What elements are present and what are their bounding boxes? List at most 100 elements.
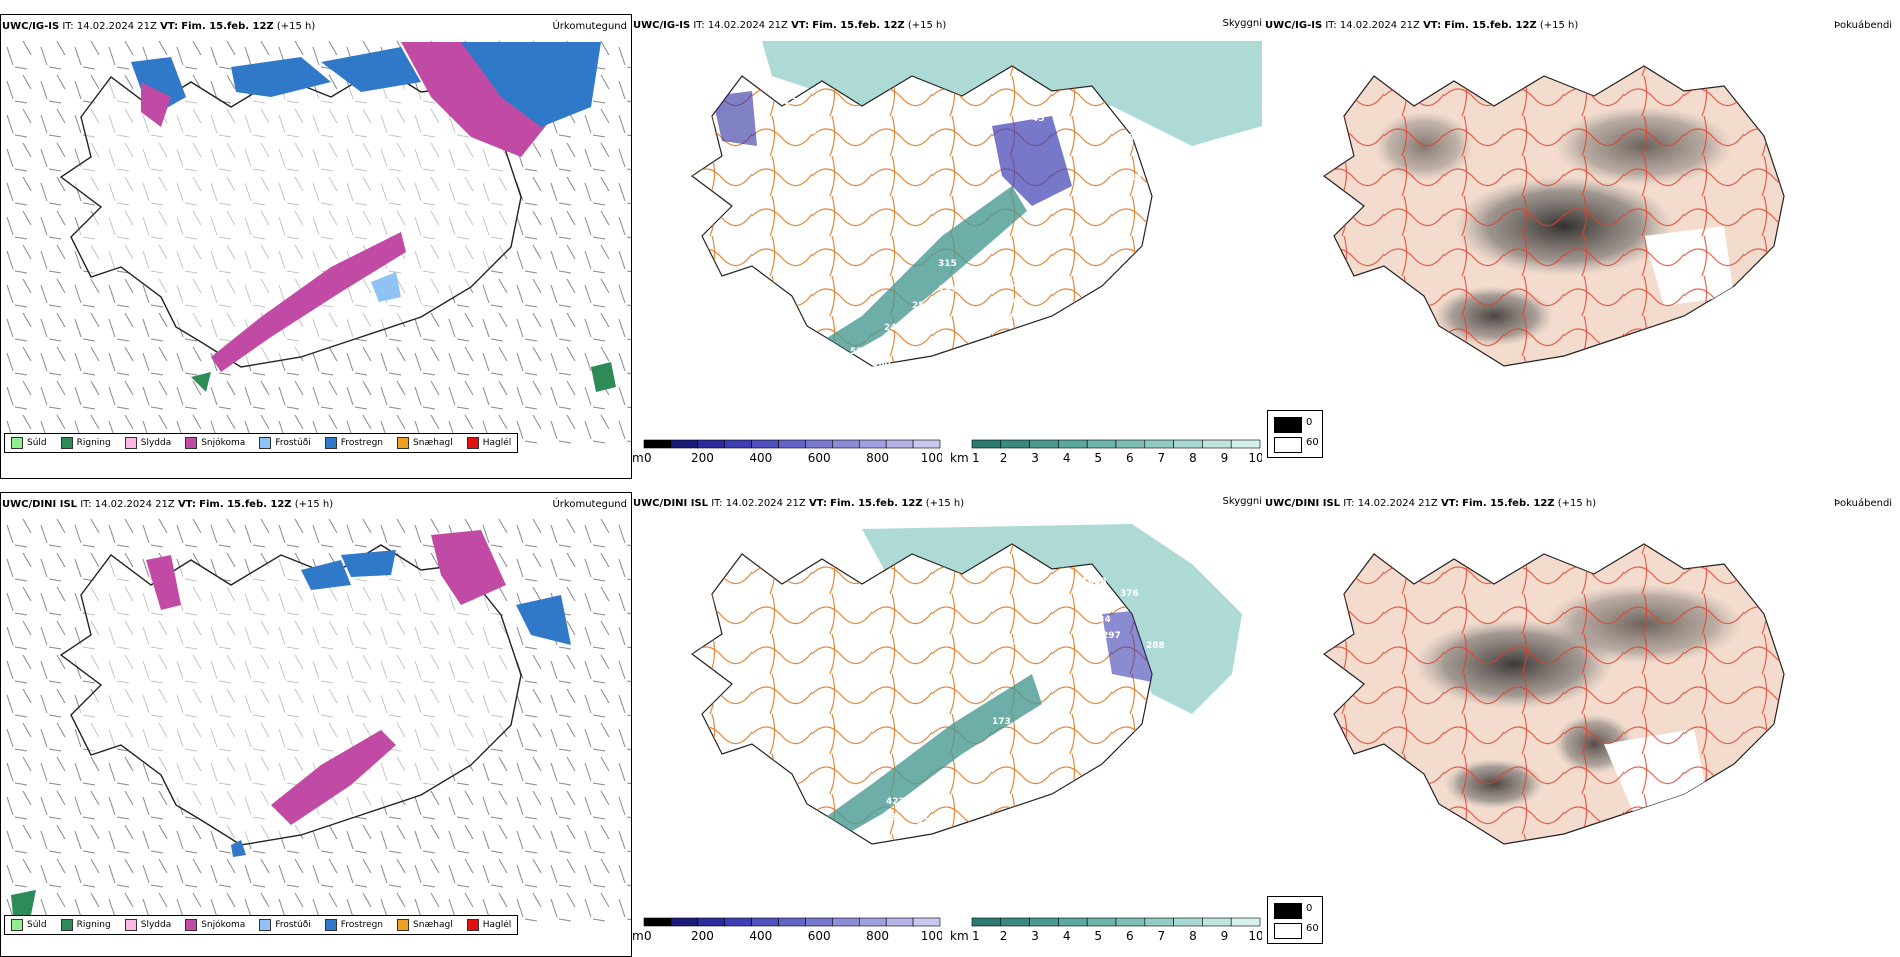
colorbar-tick: 8	[1189, 929, 1197, 943]
legend-item: Haglél	[466, 437, 511, 449]
vis-label: 176	[1040, 229, 1059, 239]
legend-swatch	[60, 919, 73, 931]
colorbar-bin	[885, 917, 914, 927]
legend-swatch	[397, 437, 410, 449]
colorbar-bin	[1115, 439, 1146, 449]
panel-vis-bottom: UWC/DINI ISL IT: 14.02.2024 21Z VT: Fim.…	[632, 492, 1264, 957]
colorbar-bin	[1058, 917, 1088, 927]
colorbar-unit: m	[632, 451, 644, 465]
colorbar-bin	[1058, 439, 1088, 449]
colorbar-bin	[697, 917, 726, 927]
colorbar-bin	[971, 917, 1002, 927]
precip-map	[1, 37, 631, 447]
precip-legend: Súld Rigning Slydda Snjókoma Frostúði Fr…	[4, 915, 519, 935]
vis-label: 87	[984, 671, 997, 681]
vis-label: 259	[912, 301, 931, 311]
visibility-map: 464 556 727 658 376 818 434 297 288 137 …	[691, 524, 1242, 845]
fog-legend-min: 0	[1306, 903, 1313, 914]
vis-label: 464	[808, 591, 827, 601]
legend-item: Slydda	[124, 437, 171, 449]
vis-label: 138	[784, 97, 803, 107]
vis-label: 145	[1006, 297, 1025, 307]
panel-vis-top: UWC/IG-IS IT: 14.02.2024 21Z VT: Fim. 15…	[632, 14, 1264, 479]
colorbar-unit: km	[950, 451, 969, 465]
legend-item: Súld	[11, 919, 47, 931]
legend-swatch	[324, 919, 337, 931]
colorbar-tick: 600	[808, 451, 831, 465]
colorbar-tick: 3	[1031, 929, 1039, 943]
legend-item: Rigning	[60, 919, 111, 931]
colorbar-bin	[805, 439, 833, 449]
colorbar-bin	[751, 917, 779, 927]
vis-label: 423	[886, 797, 905, 807]
colorbar-bin	[1230, 917, 1261, 927]
colorbar-svg: km 1 2 3 4 5 6 7 8 9 10	[950, 917, 1264, 943]
panel-header: UWC/IG-IS IT: 14.02.2024 21Z VT: Fim. 15…	[633, 20, 947, 31]
colorbar-bin	[1173, 439, 1203, 449]
colorbar-bin	[912, 439, 941, 449]
colorbar-bin	[1202, 439, 1232, 449]
legend-item: Snjókoma	[185, 919, 245, 931]
visibility-colorbar: km 1 2 3 4 5 6 7 8 9 10	[950, 916, 1264, 946]
colorbar-tick: 9	[1221, 929, 1229, 943]
legend-swatch	[397, 919, 410, 931]
vis-label: 762	[1097, 121, 1116, 131]
vis-label: 307	[1022, 247, 1041, 257]
panel-header: UWC/IG-IS IT: 14.02.2024 21Z VT: Fim. 15…	[2, 21, 316, 32]
colorbar-bin	[643, 917, 672, 927]
vis-label: 620	[916, 817, 935, 827]
colorbar-tick: 3	[1031, 451, 1039, 465]
colorbar-unit: km	[950, 929, 969, 943]
colorbar-bin	[858, 439, 887, 449]
colorbar-bin	[751, 439, 779, 449]
vis-label: 98	[884, 813, 897, 823]
fog-legend-min: 0	[1306, 417, 1313, 428]
vis-label: 140	[994, 313, 1013, 323]
vis-label: 201	[1094, 169, 1113, 179]
colorbar-bin	[1115, 917, 1146, 927]
legend-swatch	[259, 437, 272, 449]
colorbar-tick: 1	[972, 451, 980, 465]
colorbar-tick: 7	[1158, 451, 1166, 465]
colorbar-tick: 10	[1248, 451, 1262, 465]
legend-item: Frostúði	[259, 919, 311, 931]
colorbar-tick: 10	[1248, 929, 1262, 943]
colorbar-tick: 5	[1094, 929, 1102, 943]
vis-label: 859	[798, 127, 817, 137]
legend-item: Snæhagl	[397, 437, 453, 449]
panel-header: UWC/DINI ISL IT: 14.02.2024 21Z VT: Fim.…	[633, 498, 965, 509]
vis-label: 139	[938, 285, 957, 295]
colorbar-tick: 7	[1158, 929, 1166, 943]
colorbar-bin	[832, 917, 860, 927]
vis-label: 658	[1088, 577, 1107, 587]
colorbar-tick: 1000	[921, 451, 942, 465]
colorbar-svg: km 1 2 3 4 5 6 7 8 9 10	[950, 439, 1264, 465]
colorbar-tick: 400	[749, 451, 772, 465]
colorbar-tick: 800	[866, 929, 889, 943]
vis-label: 297	[1102, 631, 1121, 641]
colorbar-bin	[1144, 917, 1174, 927]
panel-title: Úrkomutegund	[552, 21, 627, 32]
colorbar-svg: m0 200 400 600 800 1000	[632, 917, 951, 943]
legend-swatch	[185, 437, 198, 449]
panel-fog-top: UWC/IG-IS IT: 14.02.2024 21Z VT: Fim. 15…	[1264, 14, 1896, 479]
colorbar-bin	[1230, 439, 1261, 449]
colorbar-tick: 9	[1221, 451, 1229, 465]
colorbar-bin	[724, 439, 752, 449]
fog-legend-max: 60	[1306, 923, 1319, 934]
panel-title: Úrkomutegund	[552, 499, 627, 510]
vis-label: 560	[872, 359, 891, 369]
colorbar-tick: 1000	[921, 929, 942, 943]
panel-header: UWC/DINI ISL IT: 14.02.2024 21Z VT: Fim.…	[2, 499, 334, 510]
vis-label: 288	[1146, 641, 1165, 651]
colorbar-tick: 200	[691, 451, 714, 465]
colorbar-bin	[1029, 917, 1059, 927]
colorbar-bin	[1173, 917, 1203, 927]
vis-label: 556	[798, 629, 817, 639]
colorbar-bin	[1000, 439, 1030, 449]
colorbar-bin	[971, 439, 1002, 449]
visibility-map: 138 859 45 762 268 38 201 111 176 307 31…	[691, 41, 1262, 379]
legend-swatch	[185, 919, 198, 931]
colorbar-bin	[697, 439, 726, 449]
colorbar-bin	[643, 439, 672, 449]
